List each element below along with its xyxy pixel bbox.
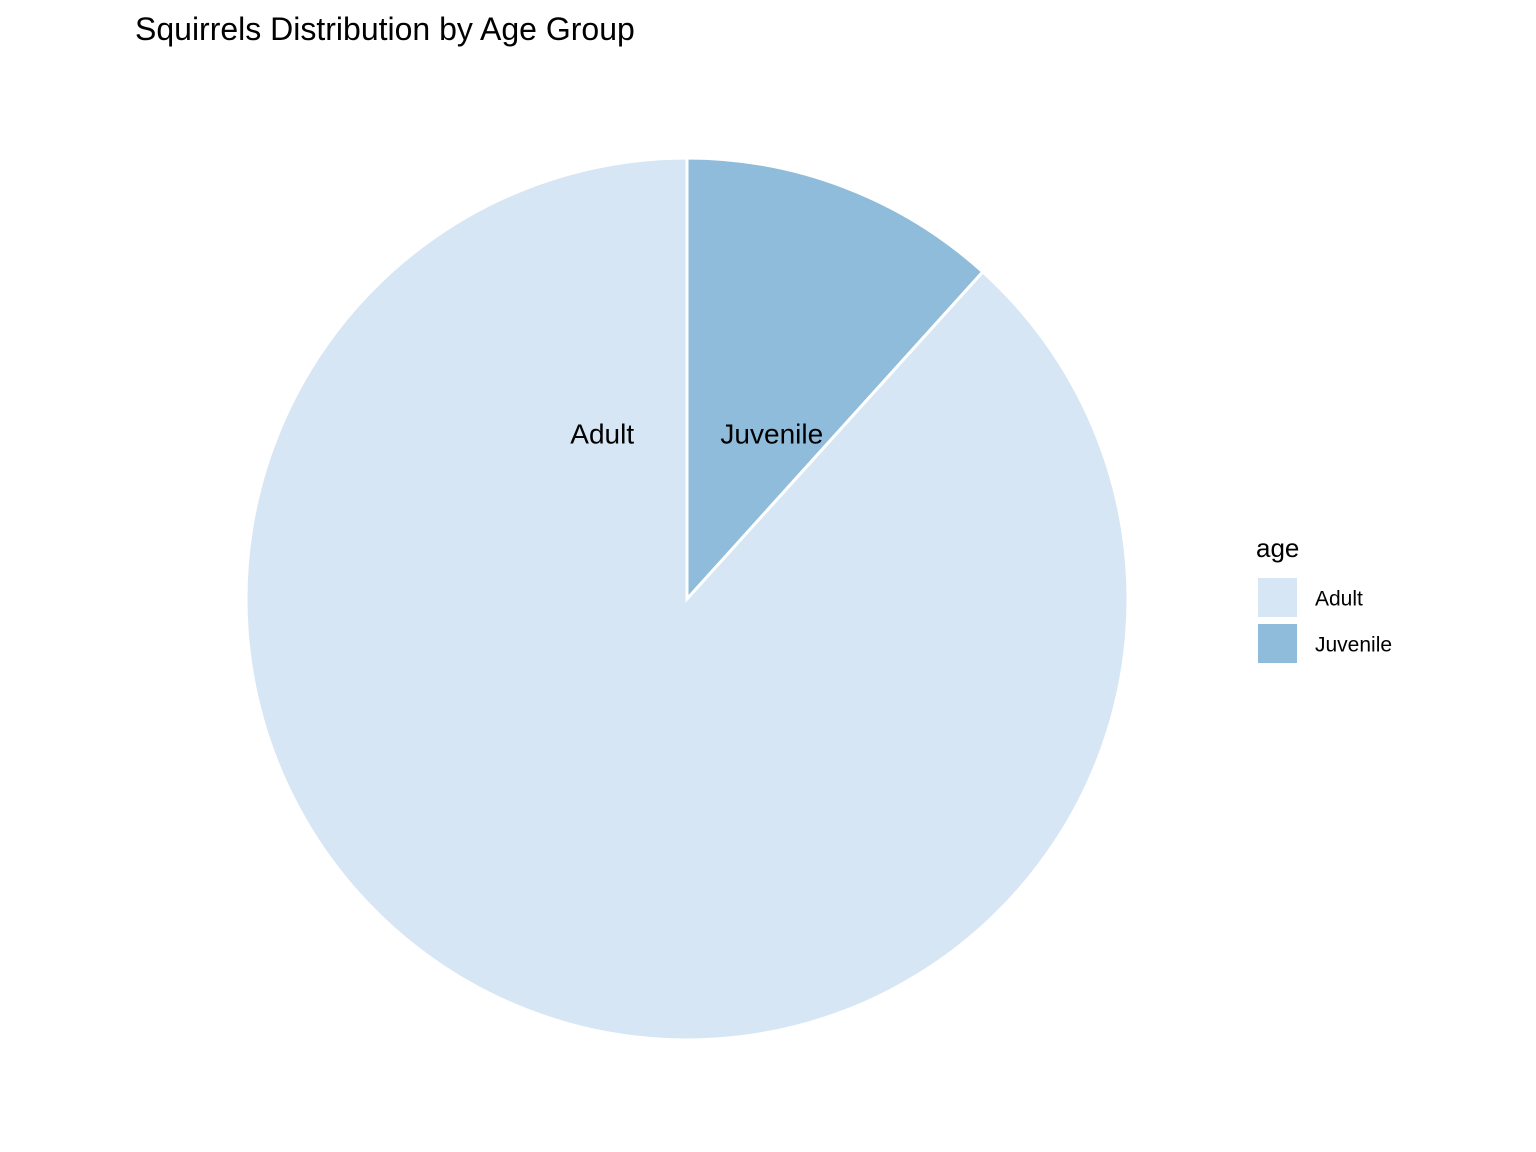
chart-title: Squirrels Distribution by Age Group	[135, 11, 635, 47]
slice-label-juvenile: Juvenile	[720, 419, 823, 450]
legend-items: Adult Juvenile	[1258, 578, 1392, 663]
legend-title: age	[1256, 533, 1299, 563]
legend-label-juvenile: Juvenile	[1315, 634, 1392, 657]
legend-key-adult	[1258, 578, 1297, 617]
legend: age Adult Juvenile	[1256, 533, 1392, 663]
legend-label-adult: Adult	[1315, 588, 1363, 611]
pie-labels: Adult Juvenile	[570, 419, 823, 450]
pie-slice-juvenile	[685, 156, 985, 603]
pie	[244, 156, 1130, 1042]
slice-label-adult: Adult	[570, 419, 634, 450]
pie-slice-adult	[244, 156, 1130, 1042]
legend-key-juvenile	[1258, 624, 1297, 663]
